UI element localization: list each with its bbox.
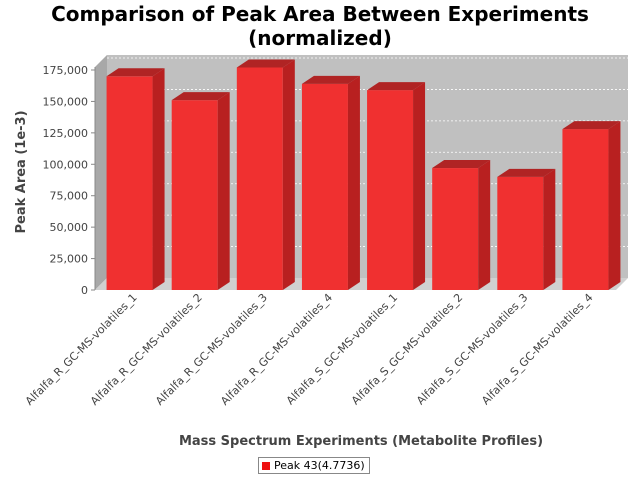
bar-top <box>367 82 426 91</box>
bar <box>236 59 295 290</box>
y-tick-label: 100,000 <box>43 158 89 171</box>
chart-title-line-2: (normalized) <box>248 26 392 50</box>
bar-top <box>497 168 556 177</box>
bar-top <box>106 68 165 77</box>
bars-group <box>106 59 621 291</box>
y-tick-label: 50,000 <box>50 221 89 234</box>
bar-front <box>301 83 348 290</box>
y-tick-label: 175,000 <box>43 64 89 77</box>
bar-side <box>217 92 230 291</box>
x-tick-label: Alfalfa_R_GC-MS-volatiles_4 <box>218 291 335 408</box>
y-tick-label: 150,000 <box>43 95 89 108</box>
plot-side-wall <box>95 55 107 290</box>
bar-front <box>171 100 218 291</box>
bar-top <box>236 59 295 68</box>
x-tick-label: Alfalfa_S_GC-MS-volatiles_2 <box>349 291 465 407</box>
x-tick-label: Alfalfa_S_GC-MS-volatiles_3 <box>414 291 530 407</box>
y-tick-label: 75,000 <box>50 190 89 203</box>
y-tick-label: 0 <box>81 284 88 297</box>
bar <box>562 121 621 290</box>
x-tick-label: Alfalfa_R_GC-MS-volatiles_1 <box>23 291 140 408</box>
bar-side <box>608 121 621 290</box>
bar-front <box>236 67 283 290</box>
bar-top <box>432 160 491 169</box>
bar-front <box>106 76 153 291</box>
legend-label: Peak 43(4.7736) <box>274 459 365 472</box>
bar <box>432 160 491 290</box>
bar-front <box>562 129 609 290</box>
bar-front <box>432 168 479 290</box>
bar <box>497 168 556 290</box>
bar-top <box>301 75 360 84</box>
bar <box>301 75 360 290</box>
y-axis-title: Peak Area (1e-3) <box>14 110 29 233</box>
legend-swatch <box>262 461 270 470</box>
x-tick-label: Alfalfa_S_GC-MS-volatiles_4 <box>479 291 595 407</box>
bar-side <box>413 82 426 290</box>
bar <box>171 92 230 291</box>
bar-side <box>478 160 491 290</box>
chart-title-line-1: Comparison of Peak Area Between Experime… <box>51 2 589 26</box>
bar-front <box>367 90 414 290</box>
bar-side <box>347 75 360 290</box>
y-tick-label: 25,000 <box>50 253 89 266</box>
x-axis-title: Mass Spectrum Experiments (Metabolite Pr… <box>179 434 543 449</box>
bar-front <box>497 176 544 290</box>
bar-top <box>562 121 621 130</box>
y-tick-label: 125,000 <box>43 127 89 140</box>
bar <box>106 68 165 291</box>
bar-side <box>152 68 165 291</box>
legend: Peak 43(4.7736) <box>258 457 370 474</box>
chart-title: Comparison of Peak Area Between Experime… <box>0 2 640 50</box>
bar <box>367 82 426 290</box>
x-axis: Alfalfa_R_GC-MS-volatiles_1Alfalfa_R_GC-… <box>23 291 596 408</box>
bar-side <box>282 59 295 290</box>
bar-side <box>543 168 556 290</box>
x-tick-label: Alfalfa_R_GC-MS-volatiles_2 <box>88 291 205 408</box>
x-tick-label: Alfalfa_S_GC-MS-volatiles_1 <box>284 291 400 407</box>
y-axis: 0 25,000 50,000 75,000 100,000 125,000 150,000… <box>43 64 96 297</box>
x-tick-label: Alfalfa_R_GC-MS-volatiles_3 <box>153 291 270 408</box>
bar-top <box>171 92 230 101</box>
